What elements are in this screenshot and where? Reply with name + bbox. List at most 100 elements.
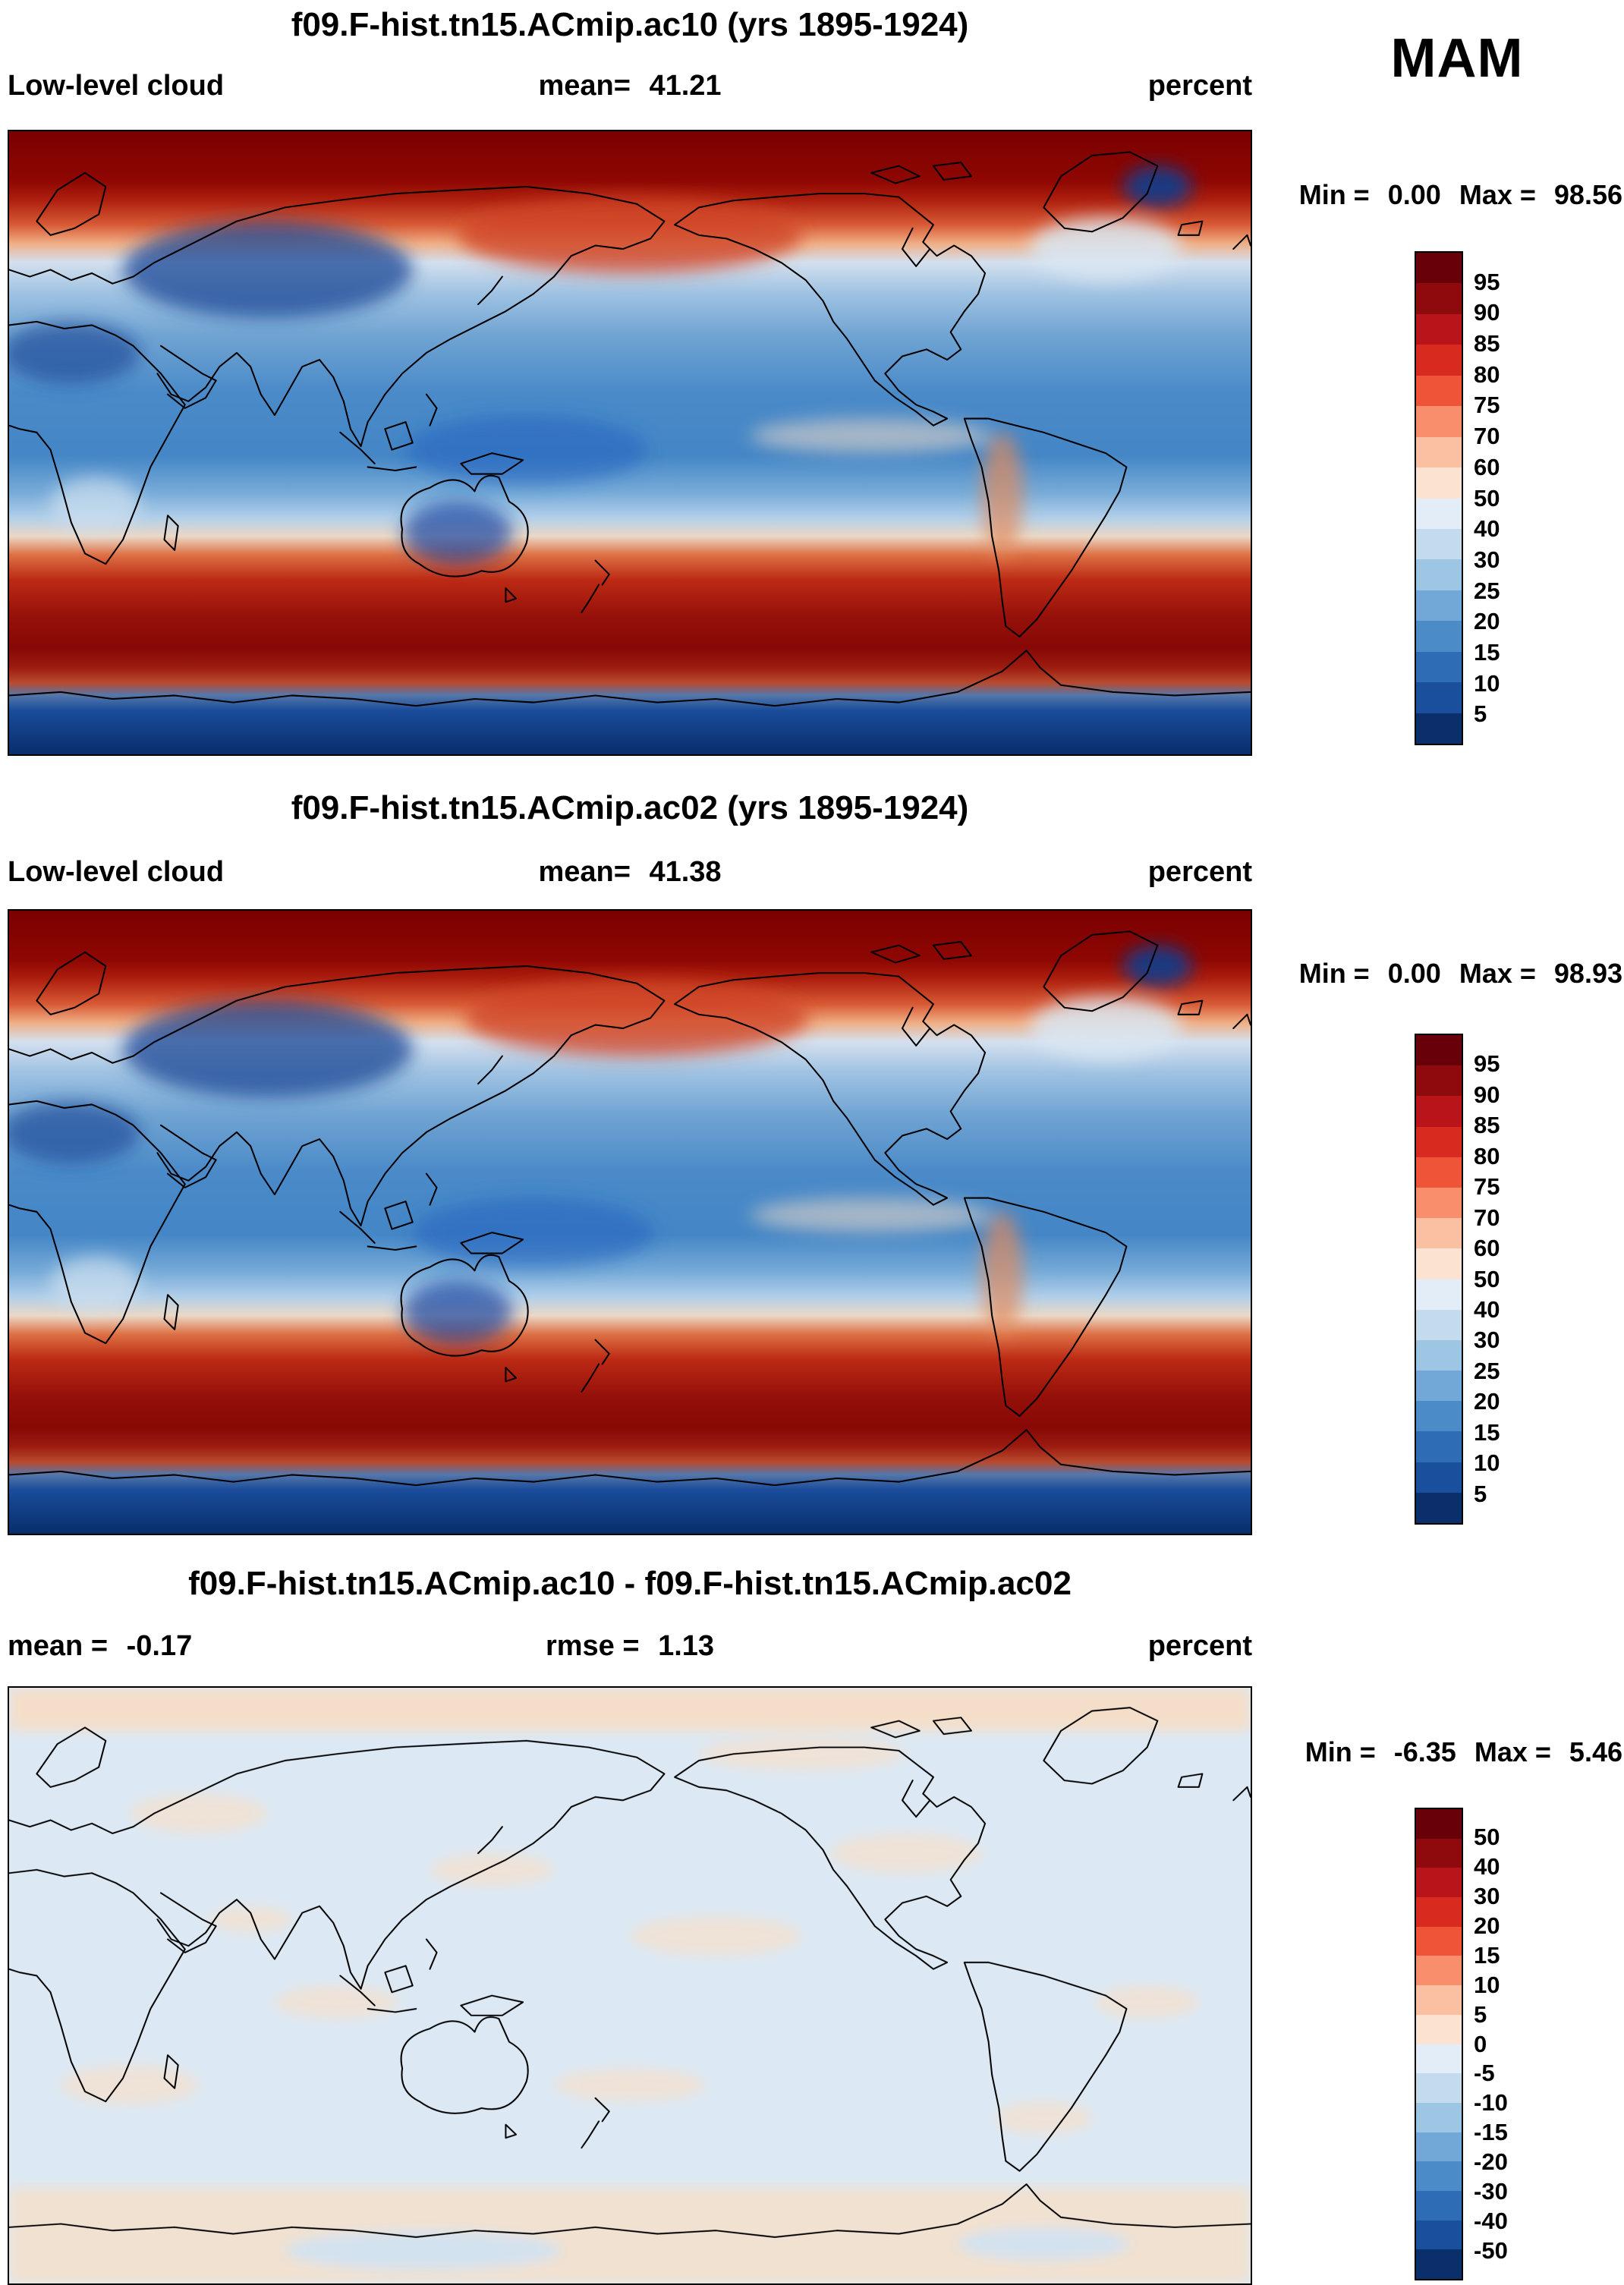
- panel-3-title: f09.F-hist.tn15.ACmip.ac10 - f09.F-hist.…: [188, 1565, 1072, 1602]
- colorbar-segment: [1416, 1492, 1462, 1523]
- colorbar-segment: [1416, 559, 1462, 590]
- colorbar-segment: [1416, 1218, 1462, 1249]
- colorbar-segment: [1416, 528, 1462, 560]
- colorbar-tick-label: 10: [1474, 669, 1500, 697]
- mean-label: mean =: [8, 1630, 109, 1662]
- colorbar-tick-label: 70: [1474, 423, 1500, 450]
- mean-value: 41.21: [649, 70, 722, 102]
- colorbar-labels: 50 40 30 20 15 10 5 0 -5 -10 -15 -20 -30 -40 -50: [1474, 1808, 1565, 2280]
- min-label: Min =: [1305, 1736, 1376, 1767]
- colorbar-tick-label: 5: [1474, 1480, 1487, 1507]
- colorbar-segment: [1416, 2220, 1462, 2250]
- min-label: Min =: [1298, 179, 1370, 210]
- colorbar-tick-label: 60: [1474, 453, 1500, 480]
- mean-label: mean=: [538, 856, 631, 888]
- colorbar-tick-label: 75: [1474, 392, 1500, 419]
- map-1-patches: [9, 165, 1192, 565]
- units-label: percent: [1147, 856, 1252, 888]
- mean-value: -0.17: [126, 1630, 193, 1662]
- season-label: MAM: [1390, 28, 1524, 89]
- colorbar-tick-label: 10: [1474, 1971, 1500, 1998]
- mean-value: 41.38: [649, 856, 722, 888]
- units-label: percent: [1147, 70, 1252, 102]
- colorbar-segment: [1416, 1248, 1462, 1279]
- colorbar-segment: [1416, 498, 1462, 529]
- min-label: Min =: [1298, 958, 1370, 989]
- colorbar-body: [1415, 251, 1463, 745]
- colorbar-segment: [1416, 1096, 1462, 1127]
- colorbar-segment: [1416, 651, 1462, 683]
- colorbar-tick-label: 20: [1474, 1388, 1500, 1415]
- variable-label: Low-level cloud: [8, 70, 225, 102]
- colorbar-segment: [1416, 2044, 1462, 2074]
- colorbar-tick-label: -15: [1474, 2119, 1508, 2146]
- max-value: 98.56: [1553, 179, 1622, 210]
- colorbar-tick-label: 20: [1474, 1912, 1500, 1939]
- colorbar-labels: 95 90 85 80 75 70 60 50 40 30 25 20 15 10 5: [1474, 251, 1565, 745]
- colorbar-labels: 95 90 85 80 75 70 60 50 40 30 25 20 15 10 5: [1474, 1034, 1565, 1525]
- colorbar-segment: [1416, 2014, 1462, 2044]
- colorbar-segment: [1416, 2073, 1462, 2103]
- colorbar-segment: [1416, 253, 1462, 284]
- min-value: -6.35: [1393, 1736, 1456, 1767]
- colorbar-segment: [1416, 1339, 1462, 1371]
- colorbar-tick-label: 10: [1474, 1449, 1500, 1477]
- colorbar-tick-label: 80: [1474, 1142, 1500, 1169]
- colorbar-tick-label: 60: [1474, 1235, 1500, 1262]
- colorbar-segment: [1416, 313, 1462, 345]
- colorbar-segment: [1416, 1838, 1462, 1868]
- map-panel-1: [8, 130, 1252, 756]
- colorbar-segment: [1416, 2190, 1462, 2220]
- colorbar-segment: [1416, 1431, 1462, 1462]
- colorbar-segment: [1416, 1279, 1462, 1310]
- colorbar-segment: [1416, 375, 1462, 407]
- panel-3-header: mean = -0.17 rmse = 1.13 percent: [8, 1630, 1252, 1665]
- colorbar-tick-label: 15: [1474, 1418, 1500, 1446]
- colorbar-body: [1415, 1034, 1463, 1525]
- panel-1-minmax: Min = 0.00 Max = 98.56: [1252, 179, 1622, 211]
- colorbar-tick-label: 30: [1474, 1882, 1500, 1909]
- colorbar-tick-label: 30: [1474, 546, 1500, 573]
- max-value: 5.46: [1569, 1736, 1622, 1767]
- colorbar-tick-label: 50: [1474, 1265, 1500, 1292]
- colorbar-tick-label: 75: [1474, 1173, 1500, 1201]
- map-3-field: [9, 1688, 1251, 2283]
- colorbar-tick-label: 95: [1474, 1050, 1500, 1078]
- panel-1-title: f09.F-hist.tn15.ACmip.ac10 (yrs 1895-192…: [291, 6, 969, 43]
- colorbar-tick-label: 5: [1474, 700, 1487, 728]
- colorbar-tick-label: 90: [1474, 299, 1500, 326]
- colorbar-tick-label: 30: [1474, 1327, 1500, 1354]
- colorbar-tick-label: 0: [1474, 2030, 1487, 2057]
- mean-label: mean=: [538, 70, 631, 102]
- colorbar-tick-label: 5: [1474, 2000, 1487, 2028]
- colorbar-tick-label: 15: [1474, 1941, 1500, 1969]
- colorbar-tick-label: -30: [1474, 2178, 1508, 2205]
- colorbar-segment: [1416, 1065, 1462, 1097]
- max-label: Max =: [1459, 179, 1536, 210]
- colorbar-segment: [1416, 621, 1462, 652]
- panel-2-minmax: Min = 0.00 Max = 98.93: [1252, 958, 1622, 990]
- map-2-patches: [9, 945, 1192, 1344]
- colorbar-segment: [1416, 1157, 1462, 1188]
- rmse-value: 1.13: [658, 1630, 715, 1662]
- colorbar-tick-label: 85: [1474, 330, 1500, 357]
- panel-2-header: Low-level cloud mean= 41.38 percent: [8, 856, 1252, 891]
- panel-2-title: f09.F-hist.tn15.ACmip.ac02 (yrs 1895-192…: [291, 789, 969, 826]
- colorbar-segment: [1416, 1035, 1462, 1066]
- colorbar-tick-label: 50: [1474, 484, 1500, 511]
- panel-3-minmax: Min = -6.35 Max = 5.46: [1252, 1736, 1622, 1768]
- colorbar-panel-2: 95 90 85 80 75 70 60 50 40 30 25 20 15 10 5: [1415, 1034, 1500, 1525]
- colorbar-tick-label: 40: [1474, 515, 1500, 543]
- colorbar-tick-label: 40: [1474, 1852, 1500, 1880]
- colorbar-tick-label: -5: [1474, 2060, 1495, 2087]
- colorbar-tick-label: 25: [1474, 1357, 1500, 1384]
- colorbar-segment: [1416, 1309, 1462, 1340]
- panel-1-header: Low-level cloud mean= 41.21 percent: [8, 70, 1252, 105]
- colorbar-tick-label: -50: [1474, 2237, 1508, 2265]
- colorbar-segment: [1416, 1401, 1462, 1432]
- colorbar-tick-label: -20: [1474, 2148, 1508, 2176]
- colorbar-segment: [1416, 713, 1462, 744]
- min-value: 0.00: [1387, 958, 1441, 989]
- colorbar-tick-label: 25: [1474, 577, 1500, 604]
